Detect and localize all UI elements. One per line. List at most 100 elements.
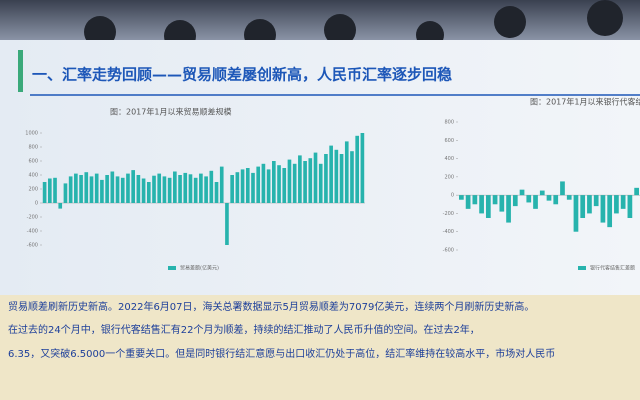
bar [120,177,125,203]
y-tick-label: 0 [451,193,454,199]
bar [298,155,302,203]
bar [308,158,313,203]
bar [115,176,120,203]
bar [214,182,219,203]
y-tick-label: 200 [28,187,38,193]
y-tick-label: -600 [443,248,454,254]
bar [318,163,323,203]
y-tick-label: 1000 [25,131,38,137]
bar [47,178,52,203]
bar [235,172,240,203]
y-tick-label: 0 [35,201,38,207]
bar [167,177,172,203]
bar [53,177,57,203]
bar [42,182,47,203]
bar [63,183,68,203]
bar [68,176,73,203]
bar [183,172,188,203]
bar [614,195,619,214]
bar [173,171,177,203]
y-tick-label: 800 [444,120,454,126]
bar [512,195,518,207]
bar [193,177,198,203]
bar [459,195,464,200]
y-tick-label: 800 [28,145,38,151]
bar [240,169,245,203]
bar [230,175,234,203]
bar [620,195,626,209]
bar [126,173,130,203]
bar [566,195,572,200]
bar [355,135,360,203]
bar [105,175,109,203]
bar [344,141,349,203]
bar [94,173,99,203]
bar [329,145,333,203]
text-line: 贸易顺差刷新历史新高。2022年6月07日，海关总署数据显示5月贸易顺差为707… [8,300,534,313]
bar [162,176,167,203]
bar [188,174,193,203]
bar [607,195,613,228]
bar [292,163,297,203]
bar [146,182,151,203]
bar [136,175,141,203]
bar [573,195,579,232]
bar [472,195,478,205]
bar [110,171,115,203]
bar [324,154,328,203]
bar [141,178,146,203]
bar [499,195,505,212]
legend-swatch [578,266,586,270]
bar [272,161,276,203]
bar [339,154,344,203]
bar [131,170,135,203]
bar [600,195,606,223]
legend-label: 贸易差额(亿美元) [180,265,219,272]
bar [485,195,491,218]
bar [479,195,484,214]
bar [533,195,538,209]
chart-title: 图：2017年1月以来贸易顺差规模 [110,107,231,117]
bar [506,195,511,223]
bar [79,175,83,203]
bar [334,149,339,203]
bar [465,195,471,209]
bar [560,181,565,196]
bar [539,190,545,196]
bar [526,195,532,203]
bar [204,176,208,203]
y-tick-label: -200 [443,211,454,217]
bar [593,195,599,207]
bar [199,173,203,203]
bar [157,173,162,203]
y-tick-label: 200 [444,174,454,180]
bar [492,195,498,205]
slide-title: 一、汇率走势回顾——贸易顺差屡创新高，人民币汇率逐步回稳 [32,66,452,84]
bar [553,195,559,205]
bar [587,195,592,214]
bar [152,175,156,203]
bar [58,203,63,209]
bar [350,151,354,203]
bar [178,175,182,203]
accent-bar [18,50,23,92]
bar [634,187,639,196]
bar [225,203,229,245]
bar [100,179,104,203]
y-tick-label: 600 [28,159,38,165]
bar [209,170,214,203]
bar [219,166,224,203]
text-band [0,295,640,400]
bar [277,165,281,203]
bar [519,189,525,196]
bar [360,133,365,203]
bar [74,173,78,203]
bar [261,163,266,203]
y-tick-label: -400 [443,229,454,235]
bar [89,176,94,203]
bar [546,195,552,201]
y-tick-label: -200 [27,215,38,221]
text-line: 在过去的24个月中，银行代客结售汇有22个月为顺差，持续的结汇推动了人民币升值的… [8,323,480,336]
y-tick-label: 400 [28,173,38,179]
